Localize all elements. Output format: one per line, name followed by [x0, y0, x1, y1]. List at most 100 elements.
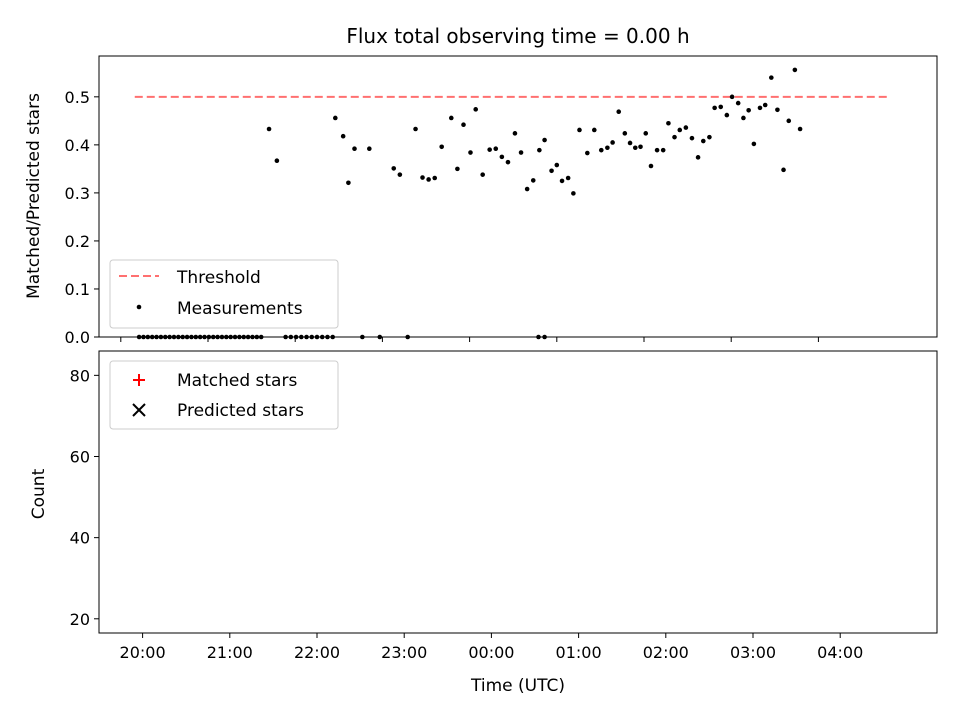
measurement-point [360, 334, 365, 340]
x-axis-label: Time (UTC) [470, 676, 565, 696]
measurement-point [391, 166, 397, 171]
measurement-point [660, 147, 666, 153]
measurement-point [309, 334, 315, 340]
measurement-point [274, 158, 280, 164]
measurement-point [420, 175, 425, 180]
measurement-point [683, 125, 689, 130]
measurement-point [184, 334, 190, 340]
top-ytick-label: 0.4 [65, 136, 90, 155]
measurement-point [219, 334, 225, 340]
bottom-ylabel: Count [29, 468, 49, 519]
measurement-point [622, 131, 628, 136]
measurement-point [741, 115, 746, 121]
measurement-point [340, 133, 346, 139]
measurement-point [136, 334, 142, 340]
measurement-point [592, 127, 597, 133]
measurement-point [266, 126, 272, 132]
measurement-point [487, 147, 492, 152]
bottom-xtick-label: 21:00 [207, 643, 253, 662]
measurement-point [775, 107, 780, 113]
measurement-point [189, 334, 194, 340]
measurement-point [346, 180, 351, 186]
top-ytick-label: 0.5 [65, 88, 90, 107]
measurement-point [677, 127, 683, 133]
measurement-point [254, 334, 260, 340]
measurement-point [352, 146, 357, 152]
measurement-point [762, 102, 768, 108]
measurement-point [367, 146, 372, 152]
measurement-point [724, 112, 730, 118]
top-plot-frame [98, 55, 938, 338]
legend-predicted-label: Predicted stars [177, 401, 304, 421]
measurement-point [797, 126, 803, 132]
measurement-point [701, 138, 706, 144]
measurement-point [448, 115, 454, 121]
measurement-point [154, 334, 159, 340]
measurement-point [426, 177, 431, 182]
measurement-point [712, 105, 717, 111]
measurement-point [293, 334, 299, 340]
measurement-point [325, 334, 330, 340]
measurement-point [439, 144, 444, 150]
measurement-point [518, 150, 524, 155]
measurement-point [319, 334, 325, 340]
bottom-panel: Count 20 40 60 80 20:00 21:00 22:00 23:00 00:00 0… [29, 350, 938, 662]
measurement-point [505, 159, 511, 165]
bottom-xtick-label: 01:00 [556, 643, 602, 662]
measurement-point [288, 334, 294, 340]
measurement-point [237, 334, 242, 340]
measurement-point [577, 127, 582, 133]
top-ylabel: Matched/Predicted stars [24, 93, 44, 299]
measurement-point [493, 146, 499, 152]
measurement-point [206, 334, 212, 340]
measurement-point [638, 144, 643, 150]
measurement-point [792, 67, 798, 73]
bottom-ytick-label: 20 [70, 610, 90, 629]
measurement-point [432, 175, 438, 181]
measurement-point [542, 137, 547, 143]
measurement-point [202, 334, 207, 340]
measurement-point [461, 122, 466, 127]
measurement-point [141, 334, 146, 340]
measurement-point [224, 334, 229, 340]
measurement-point [171, 334, 177, 340]
measurement-point [258, 334, 264, 340]
bottom-legend-box [109, 360, 339, 430]
measurement-point [648, 163, 654, 169]
measurement-point [480, 172, 485, 177]
measurement-point [695, 155, 701, 160]
measurement-point [512, 131, 518, 136]
measurement-point [473, 107, 479, 112]
bottom-legend: Matched stars Predicted stars [109, 360, 339, 430]
measurement-point [162, 334, 168, 340]
measurement-point [149, 334, 155, 340]
top-ytick-label: 0.1 [65, 280, 90, 299]
legend-threshold-label: Threshold [176, 268, 261, 288]
bottom-xtick-label: 20:00 [120, 643, 166, 662]
measurement-point [689, 135, 695, 141]
measurement-point [241, 334, 247, 340]
legend-measurements-label: Measurements [177, 299, 303, 319]
measurement-point [571, 191, 576, 196]
measurement-point [616, 109, 622, 115]
bottom-ytick-label: 60 [70, 447, 90, 466]
measurement-point [757, 105, 763, 111]
measurement-point [672, 134, 677, 140]
measurement-point [413, 126, 418, 132]
measurement-point [585, 150, 590, 156]
measurement-point [666, 120, 671, 126]
measurement-point [330, 334, 335, 340]
measurement-point [707, 134, 712, 140]
measurement-point [245, 334, 251, 340]
measurement-point [735, 100, 741, 106]
measurement-point [468, 150, 473, 155]
measurement-point [228, 334, 233, 340]
measurement-point [781, 167, 786, 173]
measurement-point [167, 334, 172, 340]
measurement-point [524, 186, 530, 192]
measurement-point [718, 104, 724, 110]
measurement-point [605, 145, 610, 151]
measurement-point [729, 94, 735, 100]
measurement-point [145, 334, 151, 340]
measurement-point [250, 334, 255, 340]
